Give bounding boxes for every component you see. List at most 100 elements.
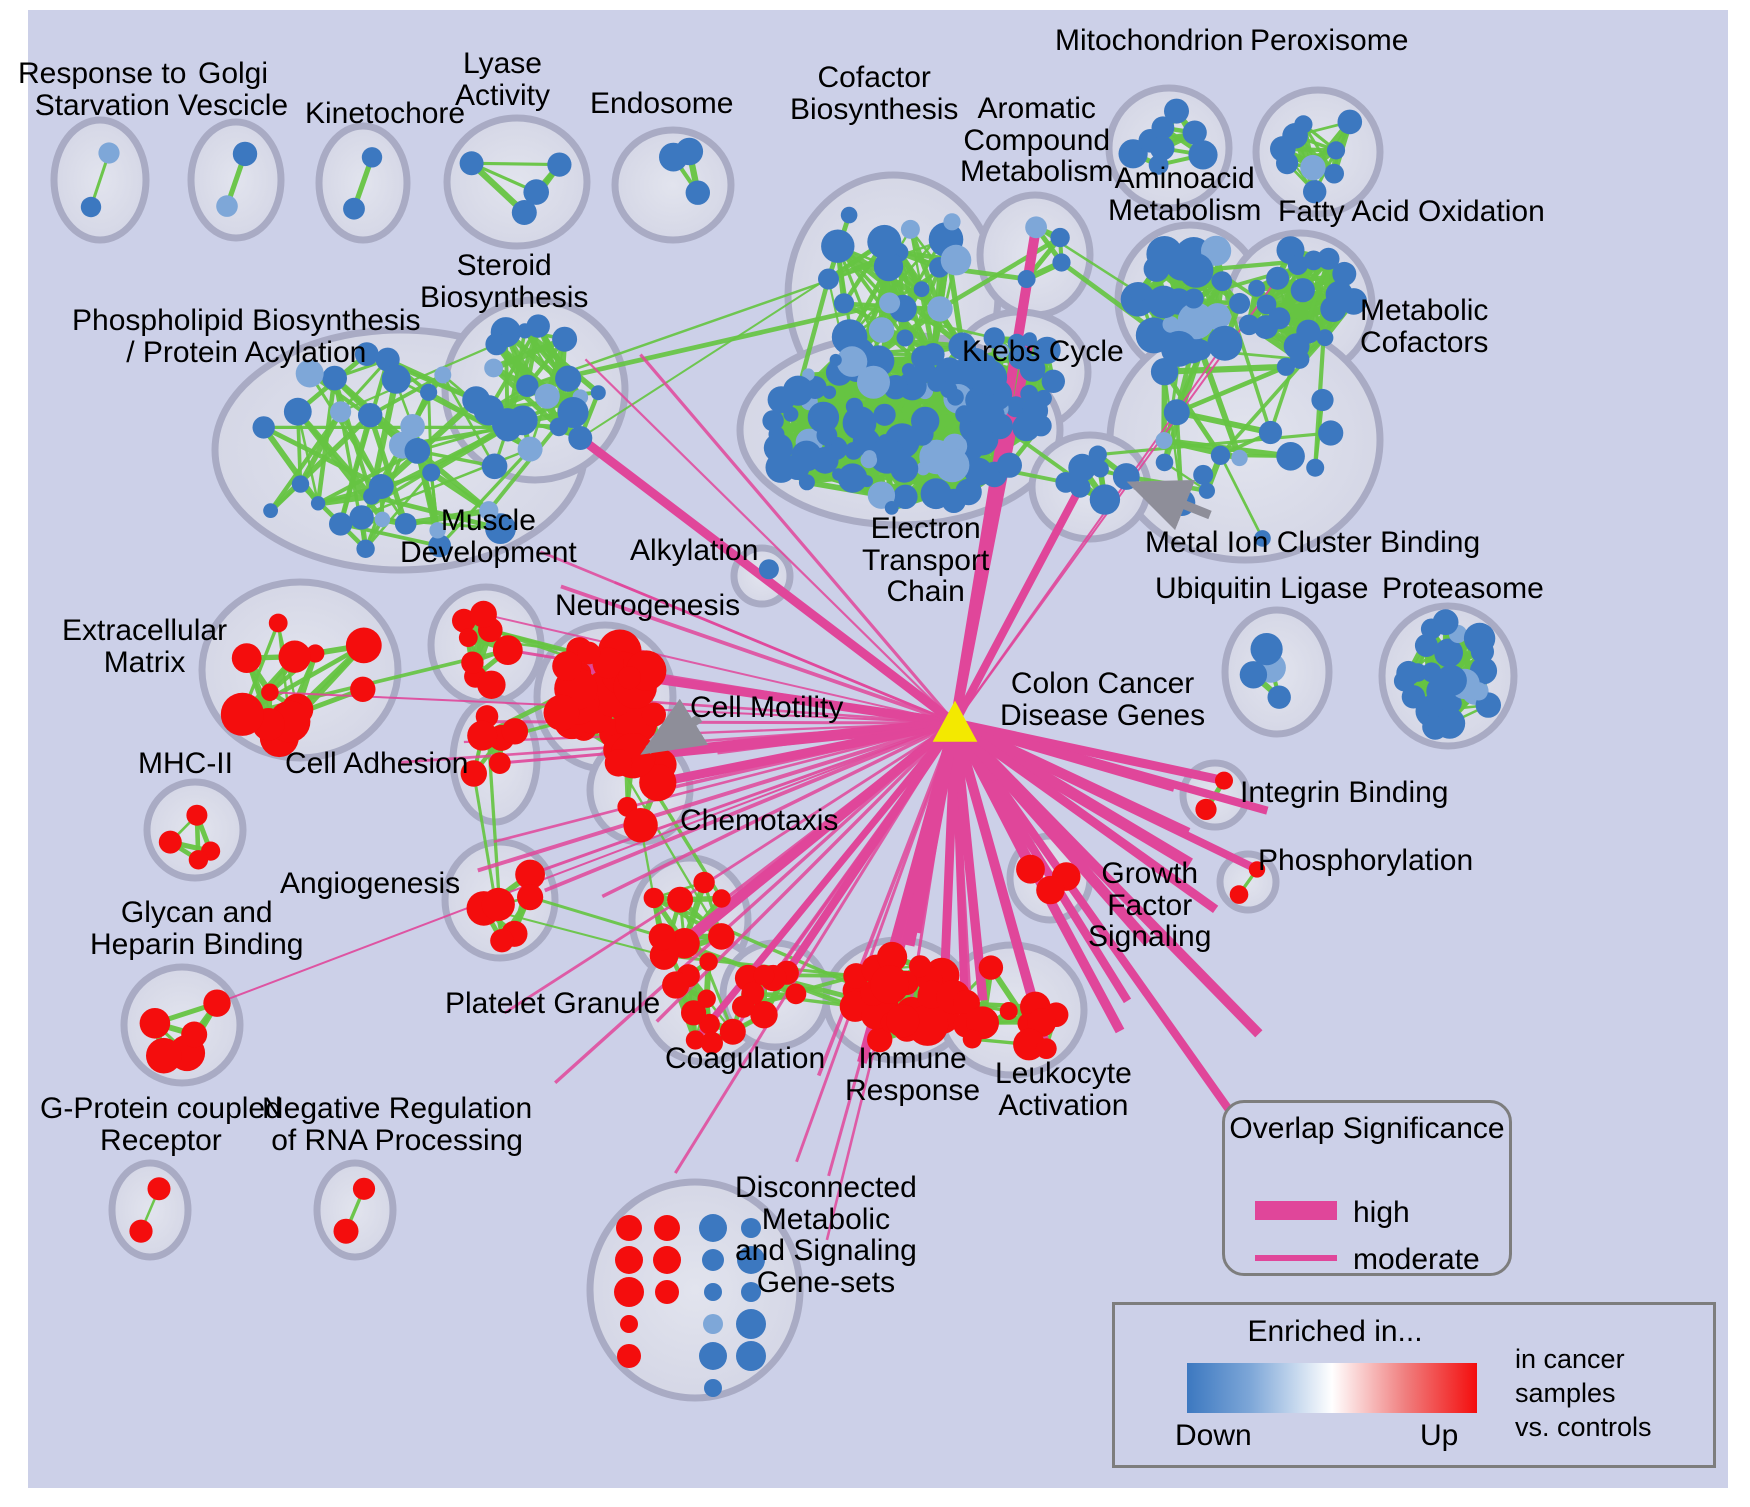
gene-set-node[interactable] — [429, 522, 446, 539]
gene-set-node[interactable] — [557, 397, 589, 428]
gene-set-node[interactable] — [1414, 634, 1438, 657]
gene-set-node[interactable] — [568, 426, 593, 450]
gene-set-node[interactable] — [1155, 453, 1174, 472]
gene-set-node[interactable] — [704, 1379, 722, 1397]
gene-set-node[interactable] — [681, 1000, 707, 1026]
gene-set-node[interactable] — [1068, 453, 1097, 482]
gene-set-node[interactable] — [459, 151, 484, 176]
gene-set-node[interactable] — [310, 496, 326, 511]
gene-set-node[interactable] — [516, 374, 539, 397]
gene-set-node[interactable] — [896, 329, 914, 347]
gene-set-node[interactable] — [1164, 98, 1189, 124]
gene-set-node[interactable] — [146, 1037, 182, 1074]
gene-set-node[interactable] — [220, 692, 264, 736]
gene-set-node[interactable] — [1036, 875, 1065, 905]
gene-set-node[interactable] — [485, 513, 516, 544]
gene-set-node[interactable] — [955, 405, 974, 424]
gene-set-node[interactable] — [231, 643, 262, 673]
gene-set-node[interactable] — [737, 1246, 765, 1274]
gene-set-node[interactable] — [139, 1008, 171, 1039]
gene-set-node[interactable] — [1290, 278, 1315, 303]
gene-set-node[interactable] — [867, 1026, 893, 1053]
gene-set-node[interactable] — [356, 539, 375, 558]
gene-set-node[interactable] — [699, 1214, 727, 1242]
gene-set-node[interactable] — [1195, 798, 1217, 821]
gene-set-node[interactable] — [836, 346, 868, 377]
gene-set-node[interactable] — [753, 964, 775, 986]
gene-set-node[interactable] — [1016, 854, 1045, 884]
gene-set-node[interactable] — [368, 474, 394, 499]
gene-set-node[interactable] — [741, 1282, 761, 1302]
gene-set-node[interactable] — [268, 613, 288, 633]
gene-set-node[interactable] — [452, 608, 476, 633]
gene-set-node[interactable] — [831, 319, 868, 355]
gene-set-node[interactable] — [343, 197, 365, 220]
gene-set-node[interactable] — [1290, 349, 1310, 369]
gene-set-node[interactable] — [699, 1342, 727, 1370]
gene-set-node[interactable] — [479, 501, 499, 521]
gene-set-node[interactable] — [147, 1177, 171, 1201]
gene-set-node[interactable] — [1022, 332, 1037, 347]
gene-set-node[interactable] — [736, 1309, 766, 1339]
gene-set-node[interactable] — [1276, 442, 1305, 471]
gene-set-node[interactable] — [350, 676, 376, 702]
gene-set-node[interactable] — [1303, 250, 1324, 271]
colon-cancer-disease-genes-hub[interactable] — [932, 700, 978, 742]
gene-set-node[interactable] — [1250, 633, 1283, 666]
gene-set-node[interactable] — [1147, 285, 1180, 319]
gene-set-node[interactable] — [1055, 472, 1077, 493]
gene-set-node[interactable] — [675, 137, 704, 166]
gene-set-node[interactable] — [704, 1283, 722, 1301]
gene-set-node[interactable] — [697, 989, 716, 1008]
gene-set-node[interactable] — [940, 244, 972, 276]
gene-set-node[interactable] — [1287, 254, 1308, 275]
gene-set-node[interactable] — [884, 501, 899, 515]
gene-set-node[interactable] — [614, 1277, 644, 1307]
gene-set-node[interactable] — [758, 559, 779, 580]
gene-set-node[interactable] — [1088, 445, 1107, 464]
gene-set-node[interactable] — [461, 651, 484, 674]
gene-set-node[interactable] — [955, 478, 982, 506]
gene-set-node[interactable] — [1161, 330, 1197, 367]
gene-set-node[interactable] — [404, 438, 431, 464]
gene-set-node[interactable] — [261, 683, 279, 702]
gene-set-node[interactable] — [736, 1341, 766, 1371]
gene-set-node[interactable] — [840, 206, 858, 224]
gene-set-node[interactable] — [1248, 279, 1266, 297]
gene-set-node[interactable] — [354, 342, 379, 366]
gene-set-node[interactable] — [1022, 396, 1048, 422]
gene-set-node[interactable] — [1340, 288, 1367, 315]
gene-set-node[interactable] — [552, 651, 582, 681]
gene-set-node[interactable] — [816, 425, 838, 446]
gene-set-node[interactable] — [1229, 292, 1251, 314]
gene-set-node[interactable] — [907, 366, 929, 388]
gene-set-node[interactable] — [278, 640, 311, 673]
gene-set-node[interactable] — [1035, 1038, 1057, 1059]
gene-set-node[interactable] — [700, 1031, 724, 1054]
gene-set-node[interactable] — [750, 1001, 778, 1029]
gene-set-node[interactable] — [374, 511, 391, 528]
gene-set-node[interactable] — [867, 224, 902, 259]
gene-set-node[interactable] — [1276, 357, 1295, 376]
gene-set-node[interactable] — [484, 358, 503, 378]
gene-set-node[interactable] — [685, 180, 710, 205]
gene-set-node[interactable] — [1256, 294, 1277, 315]
gene-set-node[interactable] — [703, 1314, 723, 1334]
gene-set-node[interactable] — [732, 995, 755, 1018]
gene-set-node[interactable] — [1270, 136, 1296, 162]
gene-set-node[interactable] — [98, 142, 120, 164]
gene-set-node[interactable] — [1266, 266, 1290, 290]
gene-set-node[interactable] — [829, 353, 842, 367]
gene-set-node[interactable] — [1177, 302, 1215, 340]
gene-set-node[interactable] — [80, 196, 102, 218]
gene-set-node[interactable] — [1198, 482, 1215, 499]
gene-set-node[interactable] — [1210, 445, 1231, 465]
gene-set-node[interactable] — [186, 804, 208, 826]
gene-set-node[interactable] — [1183, 288, 1204, 309]
gene-set-node[interactable] — [543, 694, 580, 731]
gene-set-node[interactable] — [517, 436, 543, 462]
gene-set-node[interactable] — [203, 989, 231, 1017]
gene-set-node[interactable] — [693, 871, 715, 894]
gene-set-node[interactable] — [352, 1177, 376, 1200]
gene-set-node[interactable] — [460, 760, 487, 787]
